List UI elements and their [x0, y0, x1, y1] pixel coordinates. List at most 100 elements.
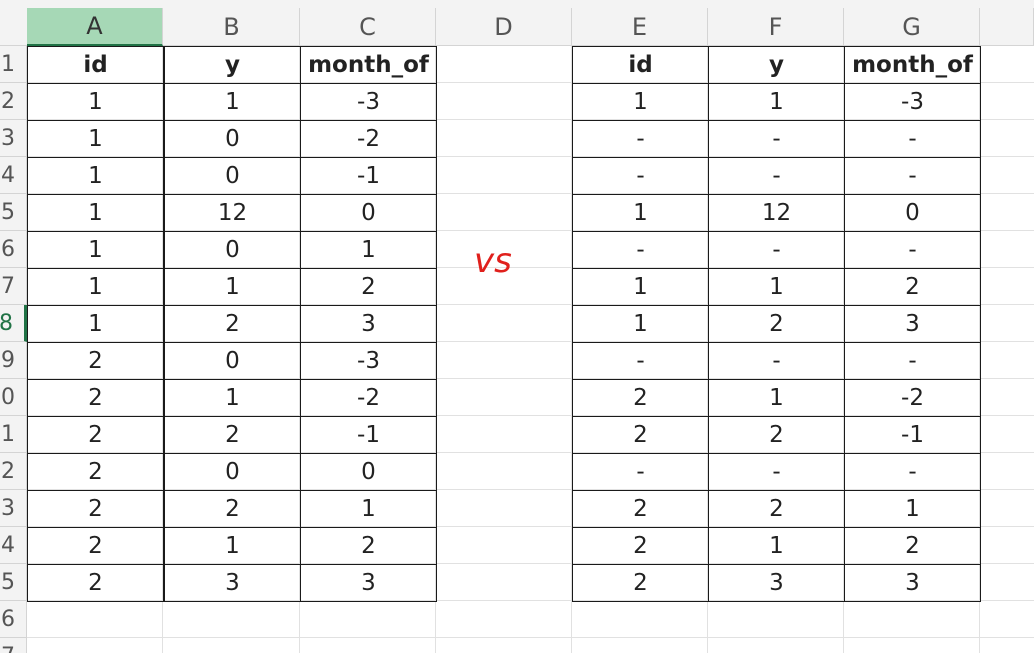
right-table-cell[interactable]: 1 [708, 379, 845, 417]
right-table-cell[interactable]: 1 [572, 268, 709, 306]
right-table-cell[interactable]: 1 [572, 83, 709, 121]
row-header-7[interactable]: 7 [0, 268, 27, 305]
column-header-h[interactable] [980, 8, 1034, 46]
right-table-cell[interactable]: - [572, 342, 709, 380]
left-table-cell[interactable]: 1 [27, 157, 164, 195]
left-table-cell[interactable]: 3 [300, 305, 437, 343]
row-header-17[interactable]: 17 [0, 638, 27, 653]
row-header-12[interactable]: 12 [0, 453, 27, 490]
column-header-c[interactable]: C [300, 8, 436, 46]
left-table-cell[interactable]: -1 [300, 416, 437, 454]
right-table-cell[interactable]: 1 [708, 268, 845, 306]
left-table-cell[interactable]: 2 [27, 527, 164, 565]
left-table-cell[interactable]: -1 [300, 157, 437, 195]
left-table-cell[interactable]: 2 [27, 564, 164, 602]
row-header-2[interactable]: 2 [0, 83, 27, 120]
left-table-cell[interactable]: 2 [164, 416, 301, 454]
left-table-cell[interactable]: 2 [27, 416, 164, 454]
left-table-cell[interactable]: 1 [27, 120, 164, 158]
left-table-header-cell[interactable]: y [164, 46, 301, 84]
left-table-cell[interactable]: 2 [27, 379, 164, 417]
left-table-cell[interactable]: 2 [300, 268, 437, 306]
left-table-cell[interactable]: -3 [300, 342, 437, 380]
column-header-f[interactable]: F [708, 8, 844, 46]
right-table-cell[interactable]: - [708, 120, 845, 158]
right-table-cell[interactable]: 3 [844, 564, 981, 602]
right-table-cell[interactable]: 2 [572, 490, 709, 528]
column-header-d[interactable]: D [436, 8, 572, 46]
row-header-5[interactable]: 5 [0, 194, 27, 231]
row-header-1[interactable]: 1 [0, 46, 27, 83]
left-table-cell[interactable]: 0 [164, 157, 301, 195]
row-header-9[interactable]: 9 [0, 342, 27, 379]
left-table-cell[interactable]: 0 [300, 194, 437, 232]
row-header-10[interactable]: 10 [0, 379, 27, 416]
left-table-cell[interactable]: -2 [300, 379, 437, 417]
right-table-cell[interactable]: - [708, 453, 845, 491]
right-table-cell[interactable]: - [844, 231, 981, 269]
right-table-cell[interactable]: 1 [572, 194, 709, 232]
left-table-cell[interactable]: 1 [300, 231, 437, 269]
right-table-cell[interactable]: - [708, 231, 845, 269]
right-table-cell[interactable]: 2 [708, 416, 845, 454]
row-header-6[interactable]: 6 [0, 231, 27, 268]
right-table-cell[interactable]: - [844, 120, 981, 158]
left-table-cell[interactable]: 0 [164, 231, 301, 269]
left-table-cell[interactable]: 3 [300, 564, 437, 602]
column-header-g[interactable]: G [844, 8, 980, 46]
row-header-13[interactable]: 13 [0, 490, 27, 527]
left-table-cell[interactable]: 12 [164, 194, 301, 232]
right-table-cell[interactable]: 2 [708, 490, 845, 528]
row-header-16[interactable]: 16 [0, 601, 27, 638]
right-table-cell[interactable]: 2 [844, 268, 981, 306]
right-table-cell[interactable]: - [572, 231, 709, 269]
row-header-14[interactable]: 14 [0, 527, 27, 564]
left-table-cell[interactable]: -3 [300, 83, 437, 121]
left-table-cell[interactable]: 2 [164, 305, 301, 343]
row-header-4[interactable]: 4 [0, 157, 27, 194]
left-table-cell[interactable]: 3 [164, 564, 301, 602]
column-header-b[interactable]: B [164, 8, 300, 46]
left-table-cell[interactable]: 2 [27, 453, 164, 491]
left-table-cell[interactable]: 1 [300, 490, 437, 528]
right-table-cell[interactable]: 1 [708, 83, 845, 121]
right-table-cell[interactable]: 3 [708, 564, 845, 602]
row-header-15[interactable]: 15 [0, 564, 27, 601]
right-table-cell[interactable]: - [708, 157, 845, 195]
left-table-cell[interactable]: 0 [164, 342, 301, 380]
right-table-cell[interactable]: -1 [844, 416, 981, 454]
right-table-cell[interactable]: 1 [844, 490, 981, 528]
left-table-cell[interactable]: 1 [164, 527, 301, 565]
left-table-cell[interactable]: 1 [27, 268, 164, 306]
row-header-8[interactable]: 8 [0, 305, 27, 342]
left-table-cell[interactable]: 0 [164, 120, 301, 158]
right-table-cell[interactable]: 2 [572, 564, 709, 602]
right-table-cell[interactable]: 1 [708, 527, 845, 565]
right-table-cell[interactable]: - [844, 157, 981, 195]
left-table-cell[interactable]: 2 [27, 490, 164, 528]
right-table-cell[interactable]: 2 [572, 527, 709, 565]
right-table-cell[interactable]: 2 [708, 305, 845, 343]
left-table-header-cell[interactable]: id [27, 46, 164, 84]
left-table-cell[interactable]: 0 [164, 453, 301, 491]
right-table-cell[interactable]: -3 [844, 83, 981, 121]
right-table-cell[interactable]: 2 [572, 379, 709, 417]
left-table-cell[interactable]: 2 [27, 342, 164, 380]
right-table-cell[interactable]: 2 [844, 527, 981, 565]
left-table-cell[interactable]: 1 [27, 305, 164, 343]
right-table-header-cell[interactable]: id [572, 46, 709, 84]
row-header-3[interactable]: 3 [0, 120, 27, 157]
left-table-cell[interactable]: 0 [300, 453, 437, 491]
right-table-cell[interactable]: -2 [844, 379, 981, 417]
right-table-cell[interactable]: - [844, 453, 981, 491]
right-table-cell[interactable]: - [844, 342, 981, 380]
right-table-cell[interactable]: 0 [844, 194, 981, 232]
left-table-cell[interactable]: -2 [300, 120, 437, 158]
left-table-cell[interactable]: 1 [164, 83, 301, 121]
column-header-a[interactable]: A [27, 8, 163, 46]
right-table-cell[interactable]: - [572, 157, 709, 195]
right-table-cell[interactable]: 12 [708, 194, 845, 232]
right-table-header-cell[interactable]: month_of [844, 46, 981, 84]
right-table-cell[interactable]: - [708, 342, 845, 380]
